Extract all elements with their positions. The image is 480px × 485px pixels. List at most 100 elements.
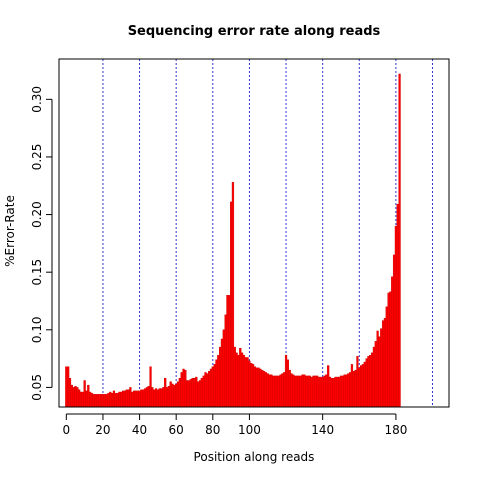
x-tick-label-180: 180 xyxy=(384,423,407,437)
bar-164 xyxy=(365,358,368,408)
bar-83 xyxy=(217,354,220,408)
bar-169 xyxy=(374,341,377,408)
bar-41 xyxy=(140,389,143,408)
bar-159 xyxy=(356,356,359,408)
bar-9 xyxy=(81,391,84,408)
bar-161 xyxy=(360,365,363,408)
bar-72 xyxy=(197,381,200,408)
bar-16 xyxy=(94,394,97,408)
bar-14 xyxy=(90,392,94,408)
bar-3 xyxy=(70,384,73,408)
y-axis: 0.05 0.10 0.15 0.20 0.25 0.30 xyxy=(30,86,53,401)
bar-96 xyxy=(240,352,244,408)
bar-62 xyxy=(178,377,181,408)
bar-170 xyxy=(376,330,379,408)
bar-57 xyxy=(169,381,172,408)
bar-116 xyxy=(277,375,280,408)
bar-94 xyxy=(237,354,240,408)
y-tick-label-3: 0.20 xyxy=(30,201,44,228)
bar-35 xyxy=(129,387,132,408)
bar-141 xyxy=(323,375,326,408)
bar-33 xyxy=(125,389,128,408)
bar-101 xyxy=(250,363,253,408)
bar-171 xyxy=(378,336,381,408)
bar-25 xyxy=(110,392,114,408)
bar-128 xyxy=(299,375,302,408)
bar-120 xyxy=(284,354,288,408)
bar-104 xyxy=(255,367,258,408)
bar-157 xyxy=(352,371,355,408)
bar-102 xyxy=(251,364,255,408)
bar-61 xyxy=(176,381,180,408)
bar-154 xyxy=(347,373,350,408)
y-tick-label-0: 0.05 xyxy=(30,374,44,401)
bar-158 xyxy=(354,369,357,408)
bar-178 xyxy=(391,276,394,408)
bar-137 xyxy=(316,375,319,408)
bar-134 xyxy=(310,376,313,408)
bar-48 xyxy=(153,389,156,408)
bar-126 xyxy=(295,375,299,408)
bar-79 xyxy=(209,368,213,408)
bar-43 xyxy=(143,388,147,408)
bar-84 xyxy=(219,346,222,408)
bar-78 xyxy=(208,371,211,408)
x-tick-label-100: 100 xyxy=(238,423,261,437)
bar-155 xyxy=(349,372,352,408)
bar-117 xyxy=(279,374,282,408)
x-tick-label-140: 140 xyxy=(311,423,334,437)
bar-103 xyxy=(253,366,257,408)
bar-175 xyxy=(385,306,388,408)
bar-174 xyxy=(383,318,387,408)
bar-32 xyxy=(123,390,127,408)
x-tick-label-0: 0 xyxy=(63,423,71,437)
bar-17 xyxy=(96,394,99,408)
bar-64 xyxy=(182,368,185,408)
y-tick-label-4: 0.25 xyxy=(30,144,44,171)
bar-109 xyxy=(264,372,268,408)
bar-26 xyxy=(112,390,116,408)
bar-163 xyxy=(363,361,366,408)
bar-60 xyxy=(175,383,178,408)
bar-36 xyxy=(131,391,134,408)
bar-18 xyxy=(98,394,101,408)
bar-122 xyxy=(288,369,291,408)
bar-22 xyxy=(105,394,108,408)
bar-140 xyxy=(321,376,324,408)
bar-19 xyxy=(99,394,103,408)
bar-167 xyxy=(370,352,374,408)
bar-63 xyxy=(180,372,183,408)
bar-139 xyxy=(319,376,322,408)
bar-10 xyxy=(83,380,86,408)
bar-131 xyxy=(305,375,308,408)
x-tick-label-40: 40 xyxy=(132,423,147,437)
bar-2 xyxy=(68,377,72,408)
bar-91 xyxy=(231,182,235,408)
bar-66 xyxy=(186,380,189,408)
bar-146 xyxy=(332,377,335,408)
bar-47 xyxy=(151,387,154,408)
bar-176 xyxy=(387,292,390,408)
bar-30 xyxy=(120,391,123,408)
y-tick-label-1: 0.10 xyxy=(30,316,44,343)
bar-52 xyxy=(160,388,163,408)
bar-8 xyxy=(79,391,83,408)
bar-85 xyxy=(220,338,224,408)
bar-29 xyxy=(118,391,121,408)
bar-153 xyxy=(345,374,348,408)
bar-81 xyxy=(213,364,216,408)
bar-24 xyxy=(109,391,112,408)
bar-115 xyxy=(275,375,279,408)
chart-title: Sequencing error rate along reads xyxy=(128,24,381,39)
x-tick-label-60: 60 xyxy=(169,423,184,437)
bar-73 xyxy=(198,380,202,408)
bar-173 xyxy=(381,320,385,408)
bar-133 xyxy=(308,375,311,408)
bar-129 xyxy=(301,374,304,408)
bar-92 xyxy=(233,346,236,408)
bar-150 xyxy=(339,375,343,408)
bar-87 xyxy=(224,314,227,408)
bar-39 xyxy=(136,390,139,408)
